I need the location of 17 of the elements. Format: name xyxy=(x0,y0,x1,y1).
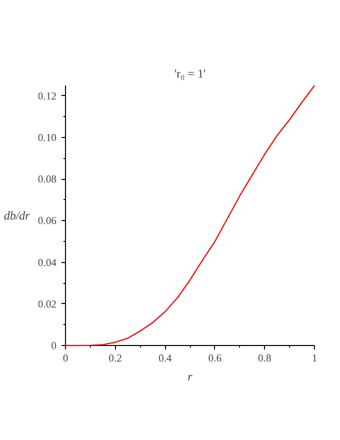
y-axis-title: db/dr xyxy=(4,208,30,222)
x-axis-title: r xyxy=(188,370,193,384)
chart-title: 'r₀ = 1' xyxy=(174,66,206,80)
x-tick-label: 0.8 xyxy=(258,354,272,364)
x-tick-label: 0.6 xyxy=(208,354,222,364)
y-tick-label: 0.02 xyxy=(38,299,57,310)
x-tick-label: 0.4 xyxy=(158,354,172,364)
y-tick-label: 0 xyxy=(51,341,56,352)
y-tick-label: 0.08 xyxy=(38,174,57,186)
x-tick-label: 0.2 xyxy=(108,354,122,364)
y-tick-label: 0.12 xyxy=(38,91,57,102)
line-series xyxy=(64,84,316,346)
x-tick-label: 0 xyxy=(62,354,68,364)
y-tick-label: 0.06 xyxy=(38,216,58,228)
y-tick-label: 0.04 xyxy=(38,258,58,269)
y-tick-label: 0.10 xyxy=(38,133,57,144)
x-tick-label: 1 xyxy=(312,354,318,364)
